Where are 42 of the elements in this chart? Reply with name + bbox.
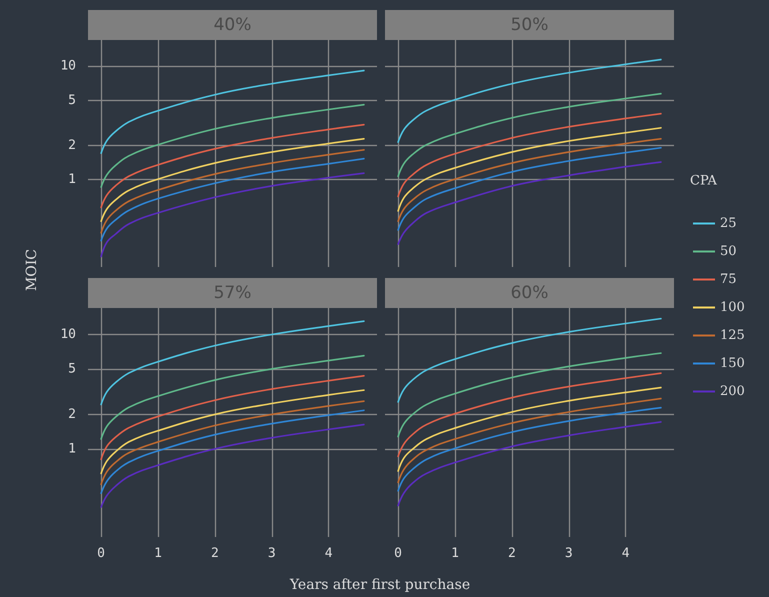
y-tick-label: 2 (68, 406, 76, 422)
legend-label: 25 (720, 216, 737, 231)
y-tick-label: 1 (68, 441, 76, 456)
y-tick-label: 10 (60, 58, 76, 74)
line-series (100, 354, 365, 440)
legend-label: 50 (720, 244, 737, 259)
x-tick-label: 4 (324, 546, 333, 561)
line-series (100, 389, 365, 474)
x-tick-label: 2 (508, 546, 516, 561)
x-tick-label: 1 (154, 546, 162, 561)
y-tick-label: 1 (68, 172, 76, 188)
legend-label: 75 (720, 272, 737, 287)
x-tick-label: 4 (622, 546, 630, 561)
x-tick-label: 0 (394, 546, 402, 561)
x-axis-title: Years after first purchase (288, 577, 470, 593)
line-series (100, 424, 365, 508)
line-series (100, 400, 365, 486)
line-series (100, 104, 365, 188)
legend-title: CPA (690, 174, 718, 188)
y-tick-label: 10 (60, 326, 76, 342)
legend-label: 125 (720, 328, 745, 343)
y-axis-title: MOIC (24, 248, 40, 292)
line-series (100, 124, 365, 208)
y-tick-label: 5 (68, 92, 76, 108)
line-series (100, 138, 365, 222)
line-series (100, 374, 365, 460)
line-series (100, 320, 365, 406)
line-series (100, 149, 365, 234)
y-tick-label: 5 (68, 361, 76, 376)
line-series (100, 172, 365, 258)
legend-label: 150 (720, 356, 745, 371)
x-tick-label: 3 (564, 546, 573, 561)
legend-label: 100 (720, 300, 745, 315)
y-tick-label: 2 (68, 138, 76, 153)
x-tick-label: 2 (210, 546, 219, 561)
line-series (100, 410, 365, 494)
x-tick-label: 0 (97, 546, 105, 561)
x-tick-label: 1 (451, 546, 459, 561)
legend-label: 200 (720, 384, 745, 399)
x-tick-label: 3 (268, 546, 276, 561)
line-series (100, 70, 365, 154)
line-series (100, 158, 365, 242)
